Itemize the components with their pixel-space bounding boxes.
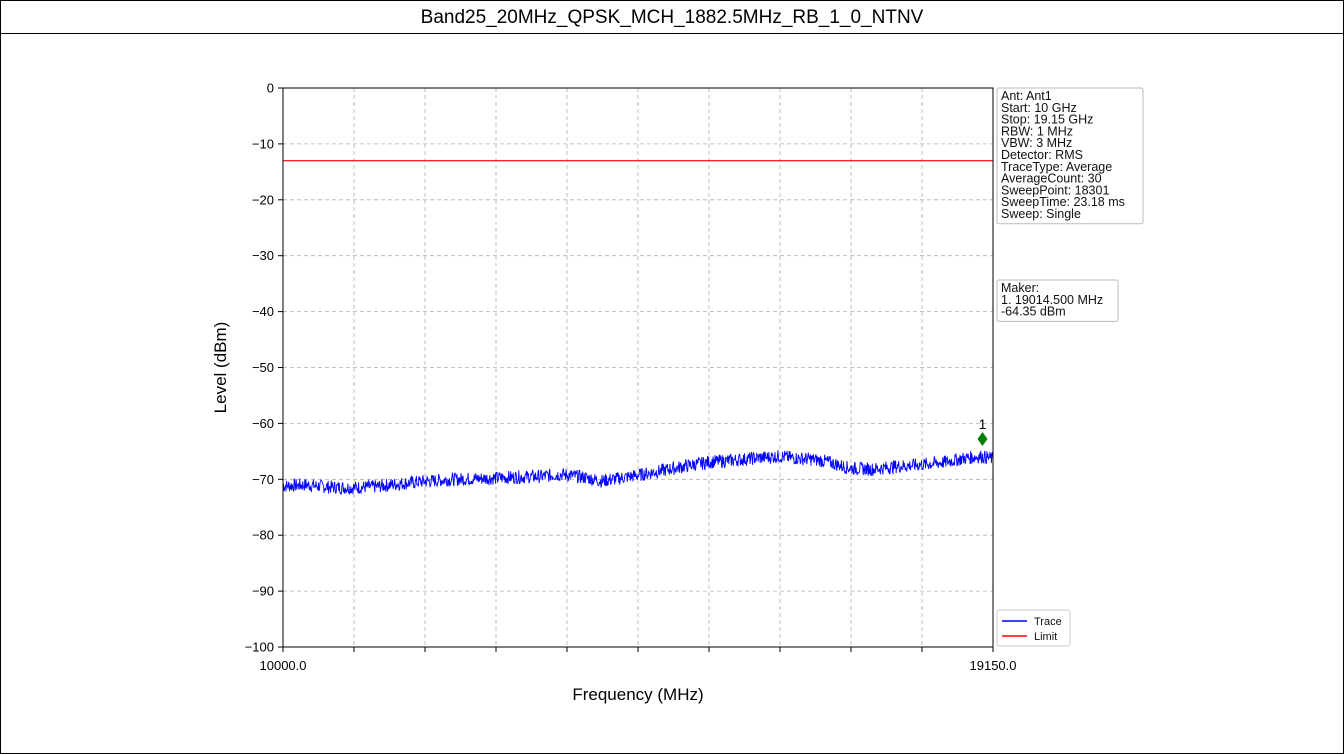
y-tick-label: −80 <box>252 528 274 543</box>
legend-frame <box>996 609 1071 647</box>
y-tick-label: −20 <box>252 192 274 207</box>
y-tick-label: −40 <box>252 304 274 319</box>
info-box-line: SweepPoint: 18301 <box>1001 183 1109 197</box>
info-box-line: Stop: 19.15 GHz <box>1001 113 1093 127</box>
series-layer <box>282 160 994 496</box>
info-box-line: Sweep: Single <box>1001 207 1081 221</box>
marker-box-line: 1. 19014.500 MHz <box>1001 293 1103 307</box>
x-axis-label: Frequency (MHz) <box>572 685 703 704</box>
y-tick-label: −60 <box>252 416 274 431</box>
axis-layer: 0 −10 −20 −30 −40 −50 −60 −70 −80 −90 −100 10000.0 1… <box>245 81 1017 674</box>
grid-layer <box>283 88 993 647</box>
marker-diamond <box>977 432 988 447</box>
info-box-line: TraceType: Average <box>1001 160 1112 174</box>
marker-label: 1 <box>979 416 987 432</box>
x-tick-label: 10000.0 <box>260 658 307 673</box>
y-axis-label: Level (dBm) <box>211 322 230 414</box>
info-box-line: AverageCount: 30 <box>1001 172 1102 186</box>
info-box-line: Detector: RMS <box>1001 148 1083 162</box>
trace-line <box>282 450 994 496</box>
y-tick-label: −90 <box>252 584 274 599</box>
legend-label: Limit <box>1034 631 1057 643</box>
y-tick-label: −10 <box>252 136 274 151</box>
legend-label: Trace <box>1034 616 1062 628</box>
marker-readout-box: Maker:1. 19014.500 MHz -64.35 dBm <box>996 279 1119 322</box>
x-tick-label: 19150.0 <box>970 658 1017 673</box>
info-box-line: VBW: 3 MHz <box>1001 136 1072 150</box>
y-tick-label: −50 <box>252 360 274 375</box>
y-tick-label: −100 <box>245 640 274 655</box>
legend: Trace Limit <box>996 609 1071 647</box>
info-box-line: Ant: Ant1 <box>1001 89 1052 103</box>
info-box-line: RBW: 1 MHz <box>1001 124 1073 138</box>
chart-title: Band25_20MHz_QPSK_MCH_1882.5MHz_RB_1_0_N… <box>1 1 1343 34</box>
info-box-frame <box>996 87 1144 225</box>
y-tick-label: 0 <box>267 81 274 96</box>
marker-box-line: Maker: <box>1001 281 1039 295</box>
info-box-line: SweepTime: 23.18 ms <box>1001 195 1125 209</box>
info-box-line: Start: 10 GHz <box>1001 101 1077 115</box>
y-tick-label: −30 <box>252 248 274 263</box>
marker-layer: 1 <box>977 416 988 447</box>
y-tick-label: −70 <box>252 472 274 487</box>
marker-box-frame <box>996 279 1119 322</box>
marker-box-line: -64.35 dBm <box>1001 305 1066 319</box>
